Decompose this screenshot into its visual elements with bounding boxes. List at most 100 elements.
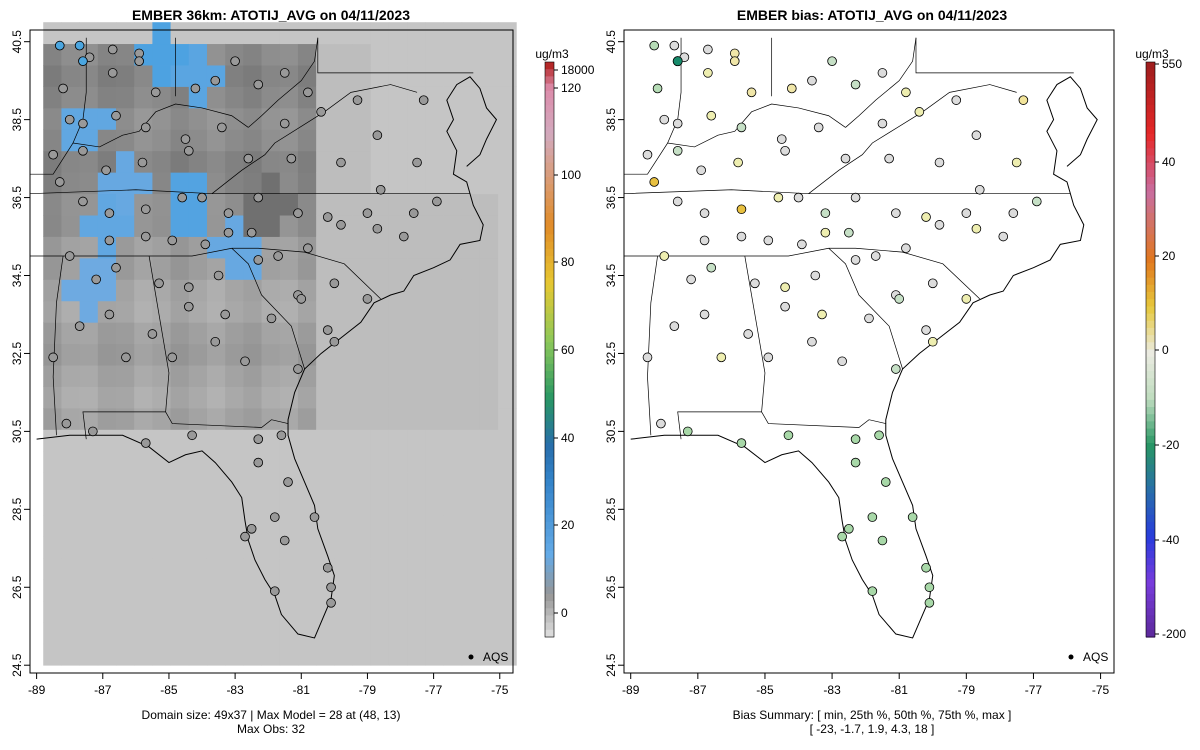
model-grid-cell — [334, 22, 353, 45]
model-grid-cell — [352, 558, 372, 580]
model-grid-cell — [334, 193, 353, 216]
model-grid-cell — [170, 22, 190, 45]
model-grid-cell — [498, 536, 517, 559]
model-grid-cell — [170, 622, 190, 645]
model-grid-cell — [425, 643, 444, 666]
bias-marker — [1018, 95, 1029, 105]
bias-marker — [837, 531, 847, 542]
model-grid-cell — [79, 408, 99, 430]
model-grid-cell — [61, 150, 81, 173]
model-grid-cell — [334, 408, 353, 430]
left-x-tick-label: -81 — [293, 683, 311, 697]
bias-marker — [682, 426, 693, 437]
obs-marker — [362, 294, 373, 304]
model-grid-cell — [79, 150, 99, 173]
bias-marker — [817, 309, 827, 320]
model-grid-cell — [407, 536, 426, 559]
model-grid-cell — [152, 472, 171, 495]
bias-marker — [696, 165, 706, 176]
model-grid-cell — [170, 257, 190, 280]
model-grid-cell — [316, 172, 335, 195]
model-grid-cell — [261, 429, 281, 452]
bias-marker — [874, 430, 884, 441]
model-grid-cell — [388, 622, 408, 645]
right-x-tick-label: -89 — [622, 683, 640, 697]
model-grid-cell — [316, 450, 335, 473]
model-grid-cell — [443, 22, 463, 45]
right-colorbar-segment — [1146, 356, 1155, 365]
model-grid-cell — [407, 600, 426, 623]
model-grid-cell — [134, 257, 153, 280]
model-grid-cell — [370, 300, 390, 323]
model-grid-cell — [116, 536, 135, 559]
right-colorbar-segment — [1146, 557, 1155, 566]
state-boundary — [624, 103, 846, 175]
model-grid-cell — [225, 65, 244, 87]
model-grid-cell — [279, 579, 299, 602]
model-grid-cell — [225, 322, 244, 345]
right-colorbar-segment — [1146, 62, 1155, 70]
model-grid-cell — [297, 429, 317, 452]
left-colorbar-segment — [545, 292, 554, 300]
state-boundary — [623, 189, 1071, 195]
left-colorbar-segment — [545, 277, 554, 286]
model-grid-cell — [498, 343, 517, 366]
model-grid-cell — [370, 579, 390, 602]
model-grid-cell — [297, 43, 317, 66]
model-grid-cell — [388, 558, 408, 580]
bias-marker — [686, 274, 696, 285]
bias-marker — [669, 321, 680, 331]
model-grid-cell — [370, 472, 390, 495]
model-grid-cell — [425, 236, 444, 259]
bias-marker — [934, 157, 945, 168]
model-grid-cell — [225, 515, 244, 538]
model-grid-cell — [243, 558, 262, 580]
model-grid-cell — [352, 408, 372, 430]
right-colorbar-segment — [1146, 500, 1155, 509]
model-grid-cell — [407, 343, 426, 366]
model-grid-cell — [443, 536, 463, 559]
model-grid-cell — [97, 107, 117, 130]
model-grid-cell — [243, 43, 262, 66]
model-grid-cell — [134, 236, 153, 259]
state-boundary — [667, 37, 682, 144]
model-grid-cell — [243, 643, 262, 666]
model-grid-cell — [225, 150, 244, 173]
right-x-tick-label: -81 — [891, 683, 909, 697]
right-geo-outlines — [623, 37, 1098, 639]
model-grid-cell — [279, 643, 299, 666]
left-colorbar-segment — [545, 371, 554, 379]
model-grid-cell — [334, 343, 353, 366]
model-grid-cell — [479, 536, 499, 559]
left-colorbar-segment — [545, 629, 554, 638]
model-grid-cell — [206, 429, 226, 452]
model-grid-cell — [370, 408, 390, 430]
model-grid-cell — [116, 643, 135, 666]
state-boundary — [52, 255, 64, 436]
model-grid-cell — [479, 236, 499, 259]
left-x-tick-label: -75 — [491, 683, 509, 697]
model-grid-cell — [352, 515, 372, 538]
model-grid-cell — [407, 22, 426, 45]
model-grid-cell — [188, 515, 208, 538]
obs-marker — [296, 294, 307, 304]
bias-marker — [901, 87, 911, 98]
obs-marker — [104, 208, 115, 218]
model-grid-cell — [407, 472, 426, 495]
right-colorbar-segment — [1146, 529, 1155, 537]
model-grid-cell — [261, 622, 281, 645]
model-grid-cell — [388, 643, 408, 666]
state-boundary — [165, 411, 289, 428]
model-grid-cell — [116, 65, 135, 87]
left-colorbar-segment — [545, 169, 554, 178]
bias-marker — [750, 278, 760, 289]
model-grid-cell — [334, 472, 353, 495]
left-colorbar-segment — [545, 615, 554, 624]
model-grid-cell — [134, 579, 153, 602]
model-grid-cell — [61, 343, 81, 366]
model-grid-cell — [479, 300, 499, 323]
model-grid-cell — [479, 472, 499, 495]
model-grid-cell — [206, 472, 226, 495]
model-grid-cell — [297, 65, 317, 87]
model-grid-cell — [170, 65, 190, 87]
